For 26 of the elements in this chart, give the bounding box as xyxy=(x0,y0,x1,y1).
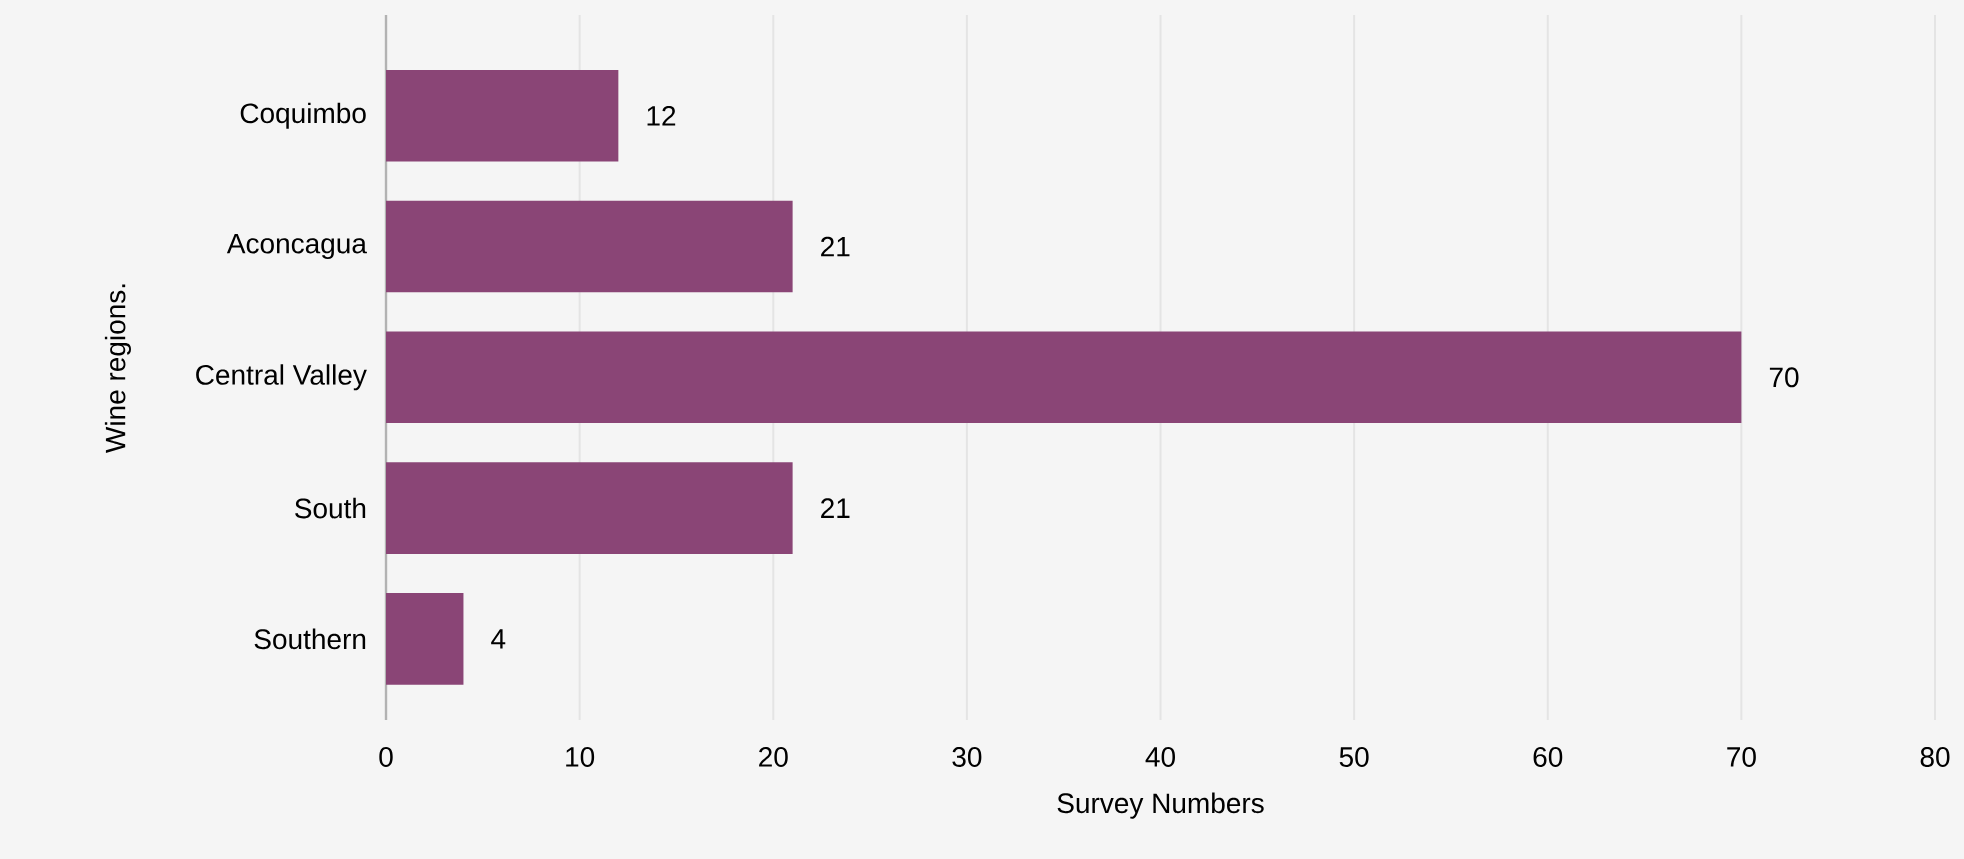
data-label: 21 xyxy=(821,498,850,518)
x-tick-label: 70 xyxy=(1727,747,1756,767)
bar xyxy=(386,200,793,293)
data-label: 70 xyxy=(1769,367,1799,388)
x-tick-label: 30 xyxy=(952,747,982,767)
bar xyxy=(386,331,1742,424)
data-label: 12 xyxy=(647,105,676,126)
x-tick-label: 40 xyxy=(1145,747,1175,767)
y-tick-label: South xyxy=(295,497,366,519)
y-tick-label: Southern xyxy=(254,628,366,650)
bar xyxy=(386,593,464,685)
x-axis-title: Survey Numbers xyxy=(1057,792,1264,819)
bar xyxy=(386,462,793,554)
x-tick-label: 60 xyxy=(1533,747,1563,767)
x-tick-label: 0 xyxy=(379,747,393,767)
y-tick-label: Coquimbo xyxy=(240,102,366,129)
data-label: 21 xyxy=(821,236,850,257)
y-tick-label: Central Valley xyxy=(196,364,367,391)
x-tick-label: 10 xyxy=(566,747,595,767)
y-axis-title: Wine regions. xyxy=(104,284,131,453)
data-label: 4 xyxy=(491,629,506,649)
x-tick-label: 80 xyxy=(1920,747,1950,767)
x-tick-label: 50 xyxy=(1339,747,1369,767)
x-tick-label: 20 xyxy=(759,747,788,767)
bar xyxy=(386,69,619,162)
y-tick-label: Aconcagua xyxy=(226,233,367,260)
